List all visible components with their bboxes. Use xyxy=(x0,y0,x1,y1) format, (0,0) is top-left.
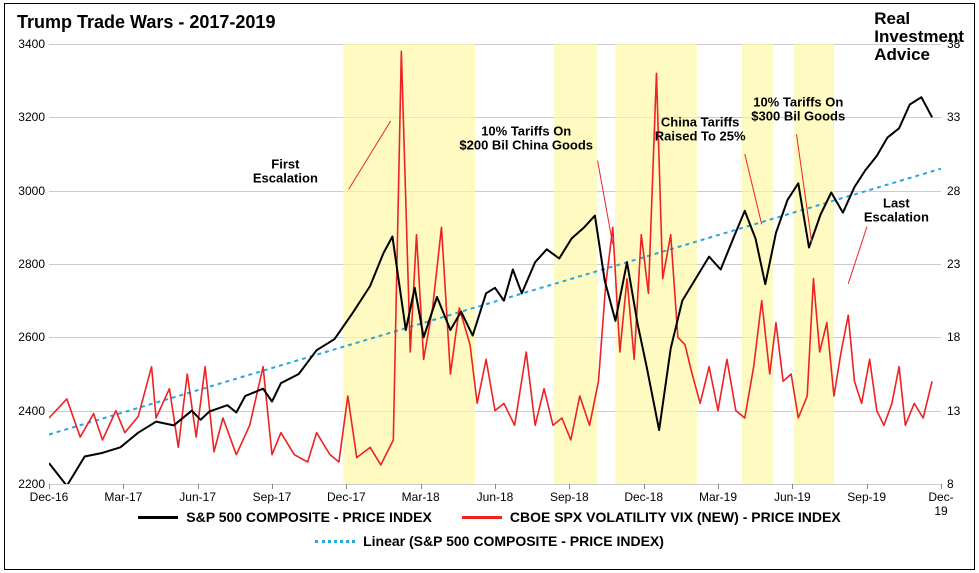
x-tick-mark xyxy=(644,484,645,489)
y-right-tick-label: 13 xyxy=(947,404,979,418)
legend-swatch xyxy=(315,540,355,543)
y-left-tick-label: 2800 xyxy=(9,257,45,271)
x-tick-mark xyxy=(123,484,124,489)
legend: S&P 500 COMPOSITE - PRICE INDEX CBOE SPX … xyxy=(65,509,914,549)
legend-item: S&P 500 COMPOSITE - PRICE INDEX xyxy=(138,509,432,525)
y-right-tick-label: 8 xyxy=(947,477,979,491)
legend-item: Linear (S&P 500 COMPOSITE - PRICE INDEX) xyxy=(315,533,664,549)
y-left-tick-label: 2600 xyxy=(9,330,45,344)
x-tick-label: Dec-17 xyxy=(327,490,366,504)
x-tick-label: Mar-18 xyxy=(402,490,440,504)
plot-area: 2200824001326001828002330002832003334003… xyxy=(49,44,941,484)
x-tick-label: Dec-19 xyxy=(928,490,953,518)
x-tick-mark xyxy=(49,484,50,489)
chart-frame: Trump Trade Wars - 2017-2019 Real Invest… xyxy=(4,3,975,570)
x-tick-mark xyxy=(346,484,347,489)
x-tick-label: Jun-19 xyxy=(774,490,811,504)
x-tick-label: Dec-16 xyxy=(30,490,69,504)
y-left-tick-label: 3200 xyxy=(9,110,45,124)
logo-line-1: Real xyxy=(874,10,964,28)
legend-item: CBOE SPX VOLATILITY VIX (NEW) - PRICE IN… xyxy=(462,509,841,525)
annotation-label: 10% Tariffs On$200 Bil China Goods xyxy=(459,124,593,153)
x-tick-mark xyxy=(495,484,496,489)
y-right-tick-label: 28 xyxy=(947,184,979,198)
x-tick-label: Sep-19 xyxy=(847,490,886,504)
x-tick-label: Jun-17 xyxy=(179,490,216,504)
y-left-tick-label: 2200 xyxy=(9,477,45,491)
legend-label: S&P 500 COMPOSITE - PRICE INDEX xyxy=(186,509,432,525)
x-tick-label: Mar-17 xyxy=(104,490,142,504)
y-left-tick-label: 2400 xyxy=(9,404,45,418)
chart-title: Trump Trade Wars - 2017-2019 xyxy=(17,12,275,33)
x-tick-mark xyxy=(198,484,199,489)
legend-label: Linear (S&P 500 COMPOSITE - PRICE INDEX) xyxy=(363,533,664,549)
y-right-tick-label: 38 xyxy=(947,37,979,51)
annotation-label: China TariffsRaised To 25% xyxy=(655,116,746,145)
x-tick-label: Dec-18 xyxy=(624,490,663,504)
y-left-tick-label: 3000 xyxy=(9,184,45,198)
y-right-tick-label: 33 xyxy=(947,110,979,124)
x-tick-mark xyxy=(867,484,868,489)
x-tick-label: Sep-18 xyxy=(550,490,589,504)
y-right-tick-label: 18 xyxy=(947,330,979,344)
x-tick-label: Sep-17 xyxy=(253,490,292,504)
x-tick-mark xyxy=(792,484,793,489)
x-tick-mark xyxy=(421,484,422,489)
legend-label: CBOE SPX VOLATILITY VIX (NEW) - PRICE IN… xyxy=(510,509,841,525)
legend-swatch xyxy=(462,516,502,519)
annotation-label: LastEscalation xyxy=(864,197,929,226)
y-left-tick-label: 3400 xyxy=(9,37,45,51)
x-tick-label: Mar-19 xyxy=(699,490,737,504)
x-tick-mark xyxy=(941,484,942,489)
annotation-label: 10% Tariffs On$300 Bil Goods xyxy=(751,96,845,125)
x-tick-label: Jun-18 xyxy=(477,490,514,504)
y-right-tick-label: 23 xyxy=(947,257,979,271)
x-tick-mark xyxy=(718,484,719,489)
x-tick-mark xyxy=(272,484,273,489)
x-tick-mark xyxy=(569,484,570,489)
legend-swatch xyxy=(138,516,178,519)
annotation-label: FirstEscalation xyxy=(253,157,318,186)
